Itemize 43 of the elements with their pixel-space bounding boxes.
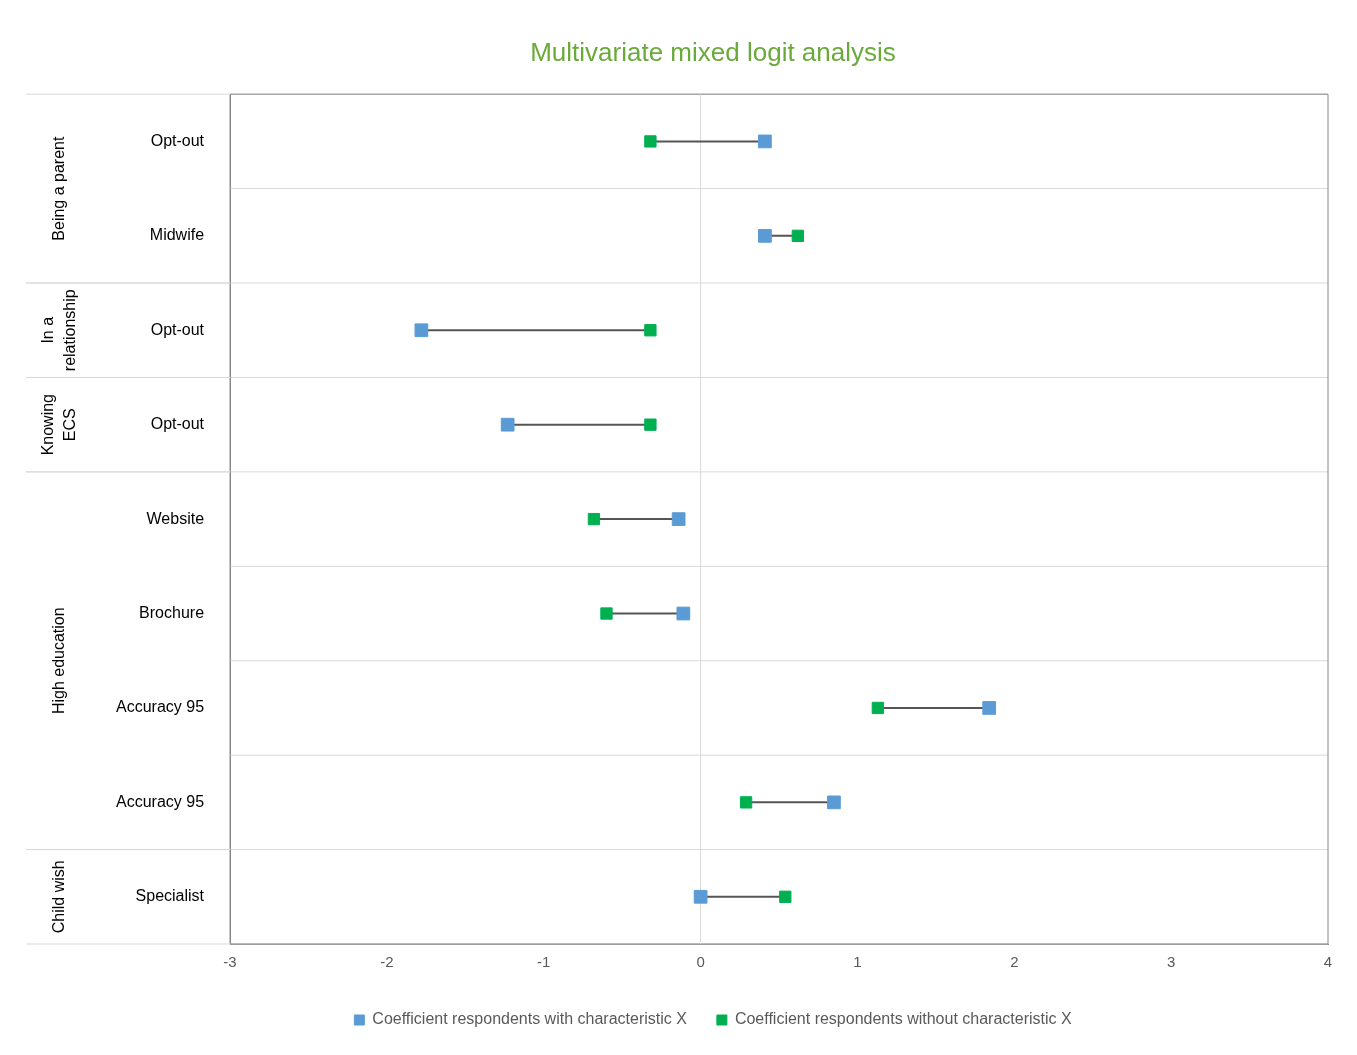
point (644, 135, 657, 148)
point (644, 418, 657, 431)
point (587, 512, 601, 526)
y-tick-label: Opt-out (150, 415, 205, 433)
point (791, 229, 804, 242)
y-tick-label: Website (146, 509, 205, 527)
text: Being a parent (50, 136, 68, 241)
point (779, 890, 792, 903)
x-tick-label: 3 (1166, 953, 1176, 971)
legend-label: Coefficient respondents without characteristic X (734, 1010, 1072, 1028)
y-tick-label: Midwife (149, 226, 205, 244)
point (871, 701, 884, 715)
point (982, 701, 997, 715)
x-tick-label: 1 (853, 953, 862, 971)
y-tick-label: Brochure (139, 603, 205, 621)
y-tick-label: Accuracy 95 (115, 792, 205, 810)
chart-title: Multivariate mixed logit analysis (530, 36, 896, 67)
point (644, 324, 657, 337)
point (671, 512, 686, 526)
point (827, 795, 841, 810)
y-tick-label: Opt-out (150, 320, 205, 338)
point (676, 606, 691, 621)
text: Knowing ECS (39, 393, 79, 456)
x-tick-label: 0 (696, 953, 705, 971)
y-tick-label: Specialist (135, 887, 205, 905)
x-tick-label: -1 (537, 953, 551, 971)
legend-label: Coefficient respondents with characteristic X (372, 1010, 688, 1028)
x-tick-label: -2 (380, 953, 394, 971)
text: Child wish (50, 860, 68, 934)
point (500, 417, 515, 432)
text: In a relationship (39, 289, 79, 372)
point (600, 607, 613, 620)
point (414, 323, 429, 338)
y-tick-label: Opt-out (150, 131, 205, 149)
point (758, 228, 772, 243)
point (758, 134, 772, 149)
point (739, 796, 753, 809)
text: High education (50, 607, 68, 715)
x-tick-label: 2 (1010, 953, 1019, 971)
x-tick-label: -3 (223, 953, 237, 971)
y-tick-label: Accuracy 95 (115, 698, 205, 716)
point (693, 889, 708, 904)
x-tick-label: 4 (1323, 953, 1333, 971)
